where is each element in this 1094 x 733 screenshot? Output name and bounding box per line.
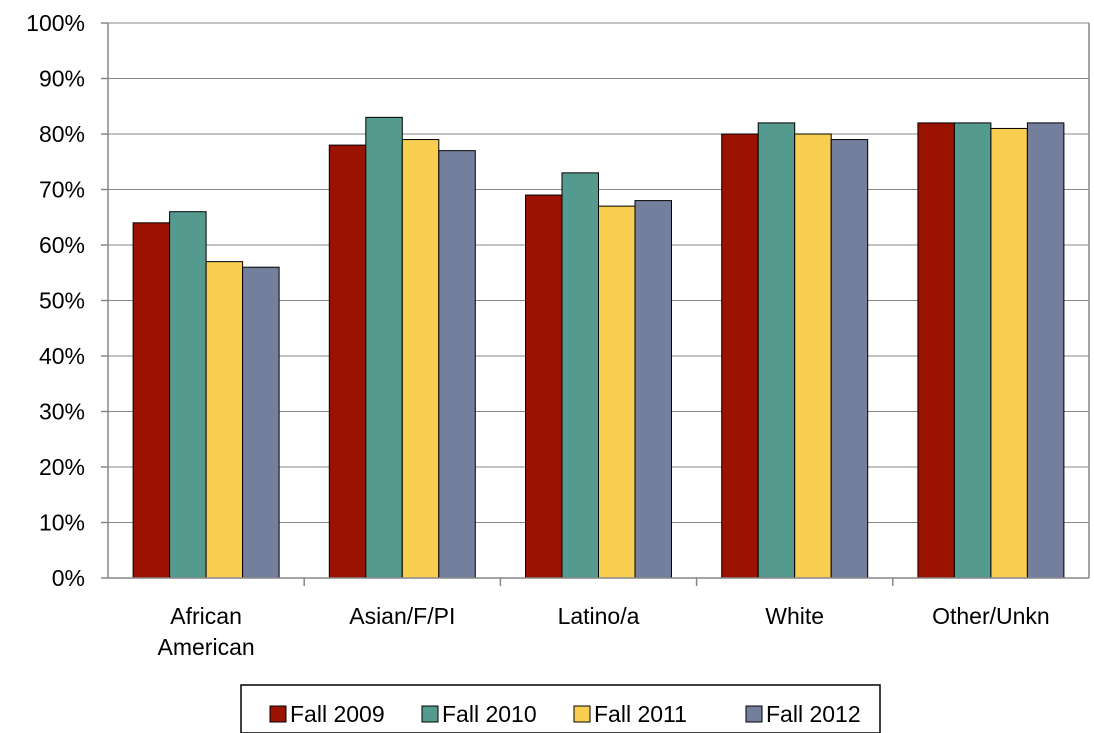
bar-fall-2009 bbox=[132, 222, 171, 579]
bar-fall-2009 bbox=[525, 194, 563, 579]
y-tick-label: 10% bbox=[39, 510, 85, 536]
y-tick-label: 0% bbox=[52, 565, 85, 591]
legend-swatch bbox=[269, 705, 287, 723]
bar-fall-2009 bbox=[721, 133, 759, 579]
x-category-label: White bbox=[765, 603, 824, 629]
y-tick-label: 50% bbox=[39, 288, 85, 314]
bars bbox=[132, 116, 1065, 579]
x-category-label: Asian/F/PI bbox=[349, 603, 455, 629]
bar-fall-2010 bbox=[953, 122, 992, 579]
legend-swatch bbox=[573, 705, 591, 723]
bar-fall-2010 bbox=[757, 122, 796, 579]
y-tick-label: 20% bbox=[39, 454, 85, 480]
bar-fall-2012 bbox=[438, 150, 476, 579]
legend-swatch bbox=[745, 705, 763, 723]
bar-fall-2012 bbox=[830, 139, 869, 579]
bar-fall-2011 bbox=[205, 261, 244, 579]
legend-label: Fall 2012 bbox=[766, 701, 861, 727]
bar-fall-2012 bbox=[634, 200, 672, 579]
legend-swatch bbox=[421, 705, 439, 723]
y-tick-label: 70% bbox=[39, 177, 85, 203]
bar-fall-2012 bbox=[1026, 122, 1065, 579]
bar-fall-2011 bbox=[598, 205, 636, 579]
y-tick-label: 60% bbox=[39, 232, 85, 258]
y-tick-label: 80% bbox=[39, 121, 85, 147]
bar-fall-2011 bbox=[794, 133, 832, 579]
bar-fall-2011 bbox=[401, 139, 440, 579]
y-tick-label: 100% bbox=[26, 10, 85, 36]
legend: Fall 2009 Fall 2010 Fall 2011 Fall 2012 bbox=[240, 684, 881, 733]
y-tick-label: 30% bbox=[39, 399, 85, 425]
legend-box bbox=[240, 684, 881, 733]
x-category-label: African American bbox=[158, 603, 255, 660]
bar-fall-2010 bbox=[561, 172, 599, 579]
y-tick-label: 40% bbox=[39, 343, 85, 369]
axes bbox=[101, 22, 1090, 586]
bar-fall-2010 bbox=[365, 116, 403, 579]
y-tick-labels: 0% 10% 20% 30% 40% 50% 60% 70% 80% 90% 100% bbox=[26, 10, 85, 591]
bar-fall-2009 bbox=[328, 144, 367, 579]
legend-label: Fall 2011 bbox=[594, 701, 687, 727]
legend-label: Fall 2009 bbox=[290, 701, 385, 727]
legend-label: Fall 2010 bbox=[442, 701, 537, 727]
bar-fall-2010 bbox=[169, 211, 207, 579]
y-tick-label: 90% bbox=[39, 66, 85, 92]
x-category-label: Other/Unkn bbox=[932, 603, 1050, 629]
x-category-label: Latino/a bbox=[558, 603, 640, 629]
x-category-labels: African American Asian/F/PI Latino/a White Ot… bbox=[158, 603, 1050, 660]
bar-fall-2009 bbox=[917, 122, 955, 579]
bar-fall-2011 bbox=[990, 127, 1028, 579]
bar-fall-2012 bbox=[242, 266, 280, 579]
